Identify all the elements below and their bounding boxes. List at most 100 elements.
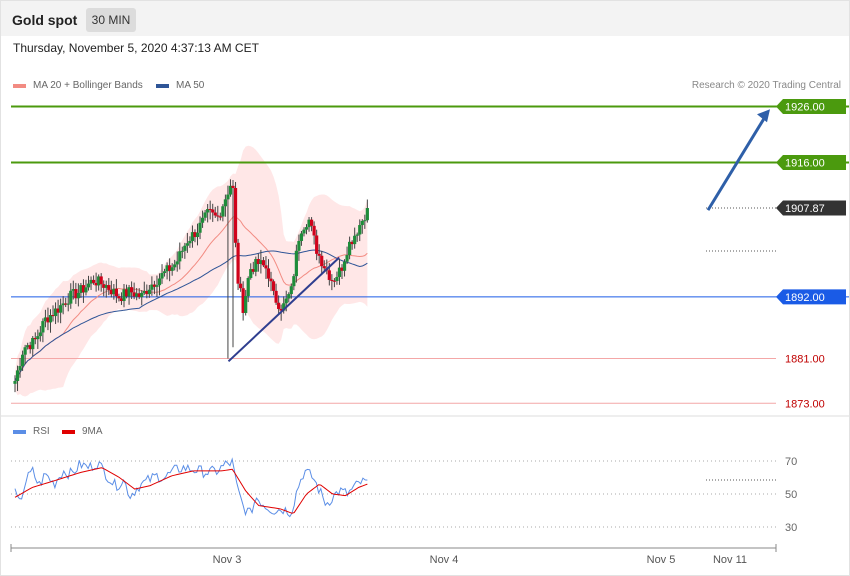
candle-body bbox=[226, 194, 230, 200]
candle-body bbox=[135, 293, 139, 297]
candle-body bbox=[330, 279, 334, 281]
legend-ma50: MA 50 bbox=[156, 80, 204, 91]
candle-body bbox=[297, 240, 301, 251]
candle-body bbox=[261, 260, 266, 266]
candle-body bbox=[266, 268, 271, 279]
level-label-1892.00: 1892.00 bbox=[785, 292, 825, 304]
candle-body bbox=[79, 285, 83, 293]
candle-body bbox=[203, 212, 207, 218]
candle-body bbox=[228, 185, 233, 195]
candle-body bbox=[292, 276, 296, 287]
legend-ma20: MA 20 + Bollinger Bands bbox=[13, 80, 143, 91]
x-tick-label: Nov 3 bbox=[213, 554, 242, 566]
candle-body bbox=[259, 260, 263, 265]
candle-body bbox=[21, 354, 25, 367]
candle-body bbox=[254, 259, 258, 272]
candle-body bbox=[140, 292, 144, 298]
candle-body bbox=[170, 267, 174, 271]
rsi-ma-swatch bbox=[62, 429, 75, 434]
candle-body bbox=[94, 282, 98, 286]
candle-body bbox=[221, 206, 225, 217]
instrument-title: Gold spot bbox=[12, 12, 78, 28]
candle-body bbox=[327, 270, 331, 280]
candle-body bbox=[223, 199, 227, 207]
candle-body bbox=[315, 235, 319, 254]
candle-body bbox=[188, 240, 192, 244]
candle-body bbox=[355, 234, 359, 236]
rsi-tick-label: 30 bbox=[785, 522, 797, 534]
rsi-ma-line bbox=[14, 467, 368, 514]
candle-body bbox=[360, 220, 364, 226]
candle-body bbox=[363, 220, 367, 222]
chart-header: Gold spot 30 MIN bbox=[1, 1, 849, 36]
candle-body bbox=[185, 243, 189, 246]
candle-body bbox=[218, 216, 222, 218]
candle-body bbox=[122, 289, 126, 302]
candle-body bbox=[160, 273, 164, 279]
x-tick-label: Nov 11 bbox=[713, 554, 747, 566]
candle-body bbox=[180, 250, 184, 252]
level-label-1873.00: 1873.00 bbox=[785, 398, 825, 410]
x-tick-label: Nov 5 bbox=[647, 554, 676, 566]
candle-body bbox=[89, 279, 93, 284]
legend-rsi-label: RSI bbox=[33, 426, 50, 437]
candle-body bbox=[322, 266, 326, 269]
candle-body bbox=[195, 232, 200, 238]
candle-body bbox=[206, 209, 210, 213]
candle-body bbox=[46, 317, 50, 323]
candle-body bbox=[142, 290, 146, 293]
candle-body bbox=[302, 229, 306, 234]
copyright-text: Research © 2020 Trading Central bbox=[691, 80, 841, 91]
candle-body bbox=[97, 276, 101, 286]
candle-body bbox=[86, 283, 91, 288]
candle-body bbox=[84, 287, 88, 293]
candle-body bbox=[26, 345, 30, 348]
projection-arrow-head bbox=[757, 109, 770, 123]
candle-body bbox=[279, 308, 283, 311]
candle-body bbox=[61, 303, 65, 306]
candle-body bbox=[208, 209, 212, 211]
candle-body bbox=[107, 285, 111, 290]
ma20-swatch bbox=[13, 83, 26, 88]
candle-body bbox=[48, 314, 53, 323]
rsi-tick-label: 50 bbox=[785, 489, 797, 501]
level-tag-1926.00 bbox=[776, 99, 846, 114]
candle-body bbox=[274, 290, 278, 303]
level-tag-1907.87 bbox=[776, 200, 846, 216]
candle-body bbox=[124, 289, 129, 297]
candle-body bbox=[200, 217, 205, 223]
ma20-line bbox=[14, 216, 368, 382]
candle-body bbox=[23, 347, 27, 355]
candle-body bbox=[241, 288, 245, 313]
candle-body bbox=[348, 241, 352, 256]
candle-body bbox=[147, 289, 151, 295]
candle-body bbox=[56, 308, 60, 313]
candle-body bbox=[342, 261, 347, 271]
candle-body bbox=[216, 215, 220, 217]
candle-body bbox=[162, 271, 167, 274]
candle-body bbox=[99, 276, 103, 285]
candle-body bbox=[365, 208, 369, 221]
level-tag-1892.00 bbox=[776, 289, 846, 305]
candle-body bbox=[71, 289, 75, 291]
candle-body bbox=[51, 314, 55, 317]
candle-body bbox=[350, 241, 354, 245]
candle-body bbox=[264, 265, 268, 269]
candle-body bbox=[28, 345, 32, 350]
candle-body bbox=[271, 281, 276, 291]
candle-body bbox=[304, 227, 309, 230]
timeframe-button[interactable]: 30 MIN bbox=[86, 8, 136, 32]
candle-body bbox=[246, 277, 250, 297]
candle-body bbox=[155, 285, 159, 287]
legend-rsi-ma-label: 9MA bbox=[82, 426, 103, 437]
candle-body bbox=[239, 283, 243, 289]
candle-body bbox=[18, 366, 22, 371]
rsi-tick-label: 70 bbox=[785, 456, 797, 468]
x-tick-label: Nov 4 bbox=[430, 554, 459, 566]
candle-body bbox=[117, 296, 121, 299]
candle-body bbox=[130, 287, 134, 293]
candle-body bbox=[74, 289, 78, 299]
candle-body bbox=[109, 289, 113, 295]
candle-body bbox=[168, 265, 172, 271]
